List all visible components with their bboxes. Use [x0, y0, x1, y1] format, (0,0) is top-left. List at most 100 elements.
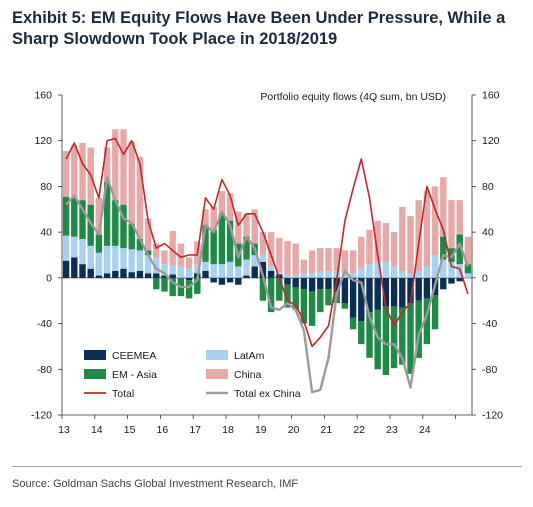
bar-ceemea-8 — [128, 272, 135, 278]
bar-latam-34 — [341, 273, 349, 278]
bar-latam-0 — [62, 235, 70, 261]
bar-em-asia-42 — [407, 303, 414, 374]
x-tick-label-22: 22 — [353, 424, 365, 436]
bar-latam-28 — [292, 275, 299, 278]
bar-china-18 — [210, 207, 217, 230]
bar-china-43 — [415, 200, 422, 271]
legend-label-ceemea: CEEMEA — [112, 350, 156, 362]
bar-ceemea-48 — [456, 277, 463, 282]
bar-em-asia-6 — [112, 200, 119, 246]
bar-china-11 — [153, 243, 160, 258]
bar-china-39 — [382, 223, 390, 262]
x-tick-label-16: 16 — [157, 424, 169, 436]
bar-latam-24 — [259, 255, 267, 262]
right-tick-label-40: 40 — [482, 227, 494, 239]
bar-latam-41 — [399, 271, 406, 278]
right-tick-label-160: 160 — [482, 90, 500, 102]
left-tick-label-160: 160 — [34, 90, 52, 102]
bar-ceemea-0 — [62, 260, 70, 278]
bar-em-asia-32 — [325, 289, 332, 306]
bar-china-44 — [423, 191, 431, 267]
bar-ceemea-21 — [235, 277, 242, 285]
bar-ceemea-3 — [87, 268, 94, 278]
right-tick-label--80: -80 — [482, 364, 497, 376]
bar-china-47 — [448, 200, 455, 249]
bar-em-asia-27 — [284, 284, 291, 308]
bar-em-asia-28 — [292, 287, 299, 310]
bar-latam-4 — [95, 252, 103, 276]
bar-em-asia-7 — [120, 204, 127, 249]
bar-china-46 — [440, 177, 447, 237]
bar-china-42 — [407, 216, 414, 274]
bar-china-7 — [120, 129, 127, 205]
bar-china-9 — [136, 156, 144, 239]
bar-ceemea-27 — [284, 277, 291, 285]
bar-em-asia-13 — [169, 277, 176, 297]
bar-em-asia-38 — [374, 309, 381, 370]
chart-title: Exhibit 5: EM Equity Flows Have Been Und… — [12, 8, 522, 50]
right-tick-label--120: -120 — [482, 410, 503, 422]
right-tick-label-120: 120 — [482, 135, 500, 147]
bar-em-asia-16 — [194, 277, 201, 294]
bar-latam-20 — [226, 261, 234, 278]
bar-ceemea-17 — [202, 271, 209, 278]
bar-china-33 — [333, 248, 340, 271]
bar-ceemea-13 — [169, 274, 176, 278]
bar-em-asia-35 — [349, 317, 357, 330]
bar-ceemea-28 — [292, 277, 299, 287]
legend-label-latam: LatAm — [234, 350, 265, 362]
bar-china-15 — [185, 257, 193, 269]
bar-latam-16 — [194, 264, 201, 274]
x-tick-label-18: 18 — [222, 424, 234, 436]
bar-china-1 — [71, 145, 78, 198]
bar-em-asia-15 — [185, 280, 193, 299]
bar-china-24 — [259, 232, 267, 255]
bar-em-asia-20 — [226, 220, 234, 262]
bar-china-23 — [251, 209, 258, 244]
bar-latam-23 — [251, 255, 258, 267]
bar-latam-14 — [177, 266, 185, 278]
legend-swatch-ceemea — [84, 350, 106, 360]
bar-em-asia-26 — [276, 277, 283, 301]
bar-china-32 — [325, 248, 332, 271]
bar-ceemea-4 — [95, 275, 103, 278]
bar-em-asia-36 — [358, 321, 365, 345]
bar-ceemea-39 — [382, 277, 390, 307]
bar-china-29 — [300, 259, 308, 274]
bar-ceemea-19 — [218, 277, 226, 285]
bar-em-asia-46 — [440, 236, 447, 260]
bar-em-asia-12 — [161, 277, 168, 292]
bar-china-41 — [399, 207, 406, 271]
bar-ceemea-41 — [399, 277, 406, 308]
bar-em-asia-1 — [71, 197, 78, 237]
legend-swatch-em-asia — [84, 369, 106, 379]
bar-em-asia-2 — [79, 200, 86, 239]
bar-latam-15 — [185, 268, 193, 278]
bar-em-asia-44 — [423, 298, 431, 345]
title-line-2: Sharp Slowdown Took Place in 2018/2019 — [12, 30, 338, 48]
left-tick-label-0: 0 — [46, 272, 52, 284]
bar-ceemea-2 — [79, 264, 86, 278]
bar-china-0 — [62, 151, 70, 197]
bar-ceemea-43 — [415, 277, 422, 301]
legend: CEEMEA LatAm EM - Asia China Total Total ex C… — [84, 350, 301, 400]
x-tick-label-21: 21 — [321, 424, 333, 436]
legend-label-china: China — [234, 369, 262, 381]
x-tick-label-13: 13 — [58, 424, 70, 436]
bar-china-2 — [79, 143, 86, 201]
bar-china-26 — [276, 237, 283, 273]
bar-latam-31 — [317, 271, 324, 278]
bar-china-31 — [317, 248, 324, 271]
bar-em-asia-18 — [210, 229, 217, 265]
bar-ceemea-11 — [153, 273, 160, 278]
bar-latam-9 — [136, 250, 144, 271]
bar-em-asia-34 — [341, 303, 349, 309]
bar-ceemea-44 — [423, 277, 431, 299]
bar-ceemea-23 — [251, 266, 258, 278]
bar-china-45 — [431, 186, 439, 255]
bar-latam-12 — [161, 264, 168, 276]
bar-china-20 — [226, 193, 234, 221]
bar-latam-13 — [169, 265, 176, 275]
bar-latam-21 — [235, 266, 242, 278]
x-tick-label-14: 14 — [91, 424, 103, 436]
